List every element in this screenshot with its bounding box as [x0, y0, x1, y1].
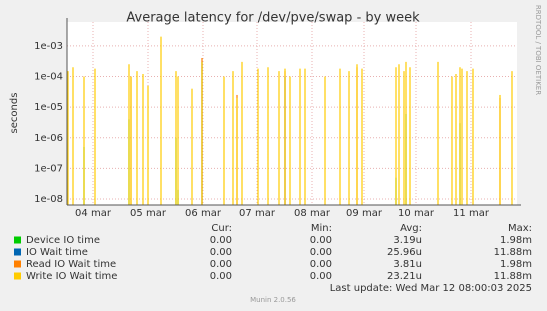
legend-value: 11.88m — [494, 271, 532, 282]
x-tick-label: 05 mar — [130, 208, 167, 219]
watermark: RRDTOOL / TOBI OETIKER — [534, 5, 542, 95]
legend-value: 0.00 — [310, 247, 332, 258]
legend-label: IO Wait time — [26, 247, 88, 258]
x-tick-label: 04 mar — [75, 208, 112, 219]
legend-label: Write IO Wait time — [26, 271, 117, 282]
legend-swatch — [14, 272, 21, 280]
y-tick-label: 1e-06 — [34, 133, 63, 144]
legend-value: 0.00 — [310, 271, 332, 282]
legend-value: 0.00 — [210, 247, 232, 258]
legend-header: Cur: — [211, 223, 232, 234]
legend-label: Read IO Wait time — [26, 259, 116, 270]
y-tick-label: 1e-04 — [34, 71, 63, 82]
x-tick-label: 07 mar — [239, 208, 276, 219]
legend-swatch — [14, 260, 21, 268]
plot-area — [67, 22, 517, 205]
y-tick-label: 1e-05 — [34, 102, 63, 113]
legend-value: 1.98m — [500, 235, 532, 246]
y-tick-label: 1e-08 — [34, 194, 63, 205]
legend-value: 11.88m — [494, 247, 532, 258]
legend-header: Avg: — [400, 223, 422, 234]
legend-swatch — [14, 236, 21, 244]
legend-value: 25.96u — [387, 247, 422, 258]
legend-header: Min: — [311, 223, 332, 234]
legend-value: 0.00 — [310, 259, 332, 270]
legend-header: Max: — [508, 223, 532, 234]
last-update: Last update: Wed Mar 12 08:00:03 2025 — [330, 283, 532, 294]
legend-value: 0.00 — [210, 271, 232, 282]
legend-value: 3.19u — [393, 235, 422, 246]
legend-value: 3.81u — [393, 259, 422, 270]
legend-value: 0.00 — [310, 235, 332, 246]
y-tick-label: 1e-03 — [34, 41, 63, 52]
x-tick-label: 08 mar — [294, 208, 331, 219]
x-tick-label: 11 mar — [453, 208, 490, 219]
y-tick-label: 1e-07 — [34, 163, 63, 174]
x-tick-label: 09 mar — [346, 208, 383, 219]
x-tick-label: 10 mar — [398, 208, 435, 219]
legend-value: 1.98m — [500, 259, 532, 270]
footer: Munin 2.0.56 — [250, 296, 296, 304]
x-tick-label: 06 mar — [185, 208, 222, 219]
legend-value: 0.00 — [210, 259, 232, 270]
chart-title: Average latency for /dev/pve/swap - by w… — [126, 11, 420, 26]
y-axis-label: seconds — [9, 93, 20, 134]
legend-value: 0.00 — [210, 235, 232, 246]
legend-label: Device IO time — [26, 235, 100, 246]
legend-value: 23.21u — [387, 271, 422, 282]
legend-swatch — [14, 248, 21, 256]
